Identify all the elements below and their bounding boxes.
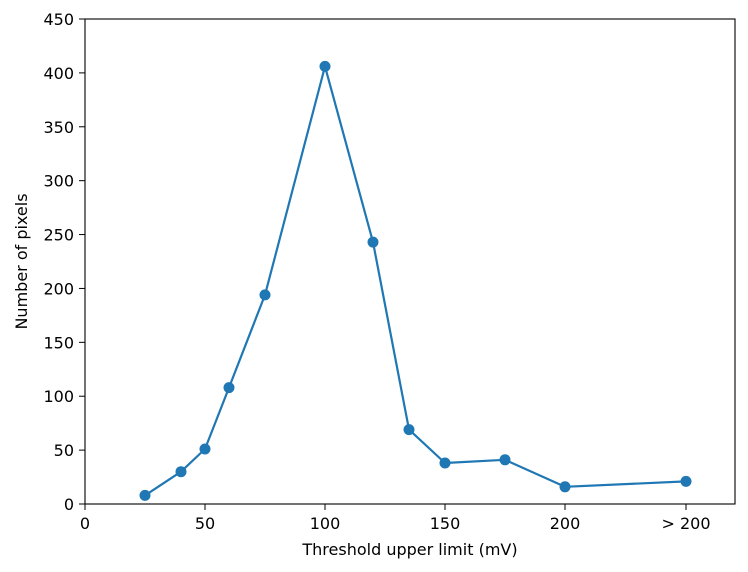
x-tick-label: 150 (430, 514, 461, 533)
y-tick-label: 350 (43, 118, 74, 137)
data-point (319, 60, 331, 72)
y-axis-label: Number of pixels (12, 193, 31, 329)
y-tick-label: 150 (43, 333, 74, 352)
data-point (439, 457, 451, 469)
y-tick-label: 450 (43, 10, 74, 29)
y-tick-label: 300 (43, 172, 74, 191)
x-tick-label: 0 (80, 514, 90, 533)
y-tick-label: 0 (64, 495, 74, 514)
y-tick-label: 400 (43, 64, 74, 83)
plot-frame (84, 18, 736, 505)
data-point (139, 489, 151, 501)
y-tick-label: 200 (43, 279, 74, 298)
data-point (175, 466, 187, 478)
data-point (559, 481, 571, 493)
x-tick-label: 50 (195, 514, 215, 533)
data-point (199, 443, 211, 455)
data-point (403, 424, 415, 436)
data-point (259, 289, 271, 301)
data-point (680, 475, 692, 487)
data-point (367, 236, 379, 248)
series-line (144, 65, 687, 497)
y-tick-label: 250 (43, 226, 74, 245)
x-tick-label: 100 (310, 514, 341, 533)
y-tick-label: 50 (54, 441, 74, 460)
x-tick-label: > 200 (661, 514, 710, 533)
y-tick-label: 100 (43, 387, 74, 406)
x-tick-label: 200 (550, 514, 581, 533)
x-axis-label: Threshold upper limit (mV) (301, 540, 517, 559)
axis-ticks: 0 50 100 150 200 > 200 0 50 100 150 200 250 300 350 40… (43, 10, 710, 533)
data-series (139, 60, 692, 501)
data-point (223, 382, 235, 394)
data-point (499, 454, 511, 466)
